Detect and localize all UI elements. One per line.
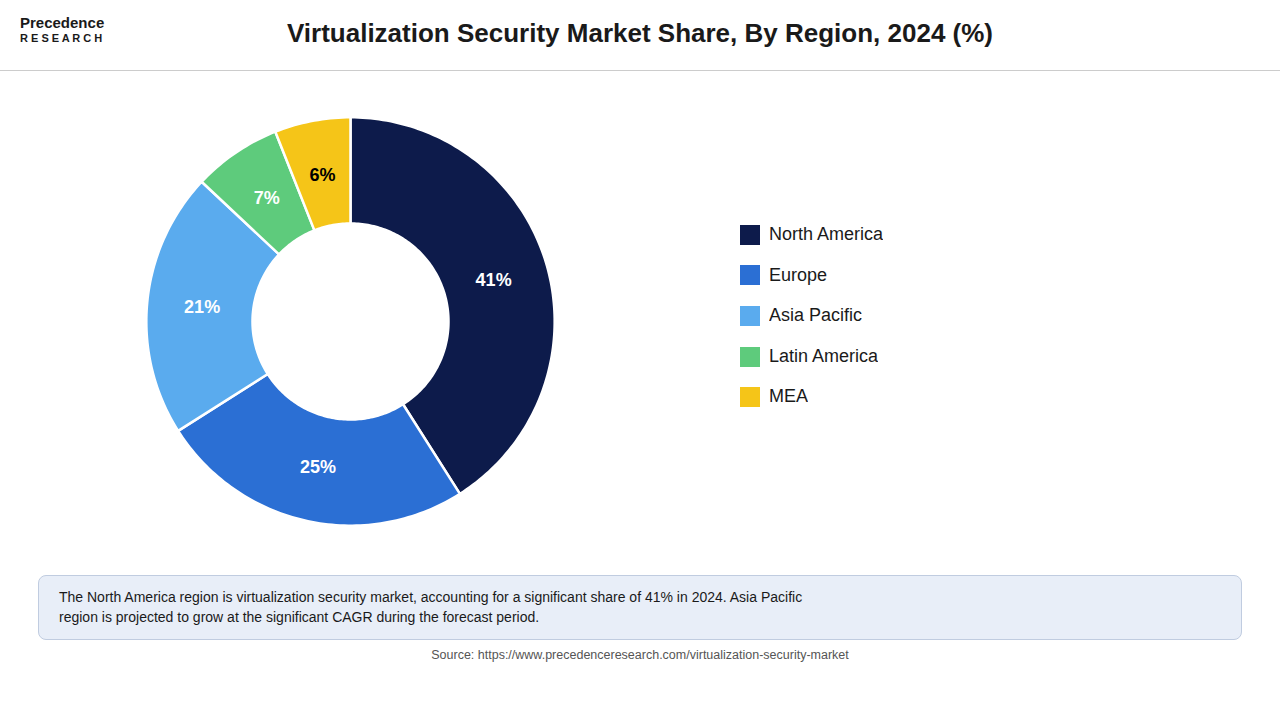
html-text:Virtualization Security Market: Virtualization Security Market Share, By… bbox=[287, 18, 993, 48]
html-text:MEA: MEA bbox=[769, 386, 808, 407]
html-text:R E S E A R C H: R E S E A R C H bbox=[20, 32, 103, 44]
html-text:Source: https://www.precedence: Source: https://www.precedenceresearch.c… bbox=[431, 648, 849, 663]
html-text:Precedence: Precedence bbox=[20, 14, 105, 31]
html-text:North America: North America bbox=[769, 224, 883, 244]
svg-text:7%: 7% bbox=[254, 188, 280, 208]
svg-text:21%: 21% bbox=[184, 297, 220, 317]
html-text:Latin America: Latin America bbox=[769, 345, 879, 366]
svg-text:6%: 6% bbox=[310, 165, 336, 185]
html-text:Europe: Europe bbox=[769, 264, 827, 285]
html-text:The North America region is vi: The North America region is virtualizati… bbox=[59, 589, 803, 625]
svg-text:41%: 41% bbox=[476, 270, 512, 290]
html-text:Asia Pacific: Asia Pacific bbox=[769, 305, 862, 326]
svg-text:25%: 25% bbox=[300, 457, 336, 477]
